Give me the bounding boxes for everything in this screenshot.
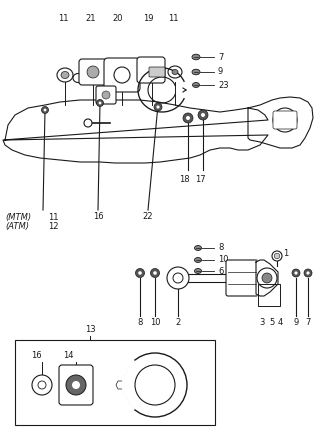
Circle shape <box>273 108 297 132</box>
Ellipse shape <box>195 269 202 273</box>
Circle shape <box>294 271 298 275</box>
Circle shape <box>153 271 157 275</box>
Text: (ATM): (ATM) <box>5 222 29 231</box>
Circle shape <box>274 253 280 259</box>
Text: 4: 4 <box>277 318 283 327</box>
Circle shape <box>87 66 99 78</box>
Text: 10: 10 <box>150 318 160 327</box>
Circle shape <box>154 103 162 111</box>
Circle shape <box>96 99 103 106</box>
Circle shape <box>138 271 142 275</box>
Polygon shape <box>3 100 268 163</box>
Text: 7: 7 <box>305 318 311 327</box>
Text: 11: 11 <box>48 213 59 222</box>
Circle shape <box>114 67 130 83</box>
Circle shape <box>84 119 92 127</box>
FancyBboxPatch shape <box>79 59 107 85</box>
Text: (MTM): (MTM) <box>5 213 31 222</box>
Text: 11: 11 <box>168 14 178 23</box>
Circle shape <box>272 251 282 261</box>
Circle shape <box>135 269 144 277</box>
Circle shape <box>262 273 272 283</box>
Text: 16: 16 <box>31 351 41 360</box>
Text: 13: 13 <box>85 325 95 334</box>
Circle shape <box>198 110 208 120</box>
Circle shape <box>167 267 189 289</box>
Ellipse shape <box>61 72 69 79</box>
Bar <box>258 284 280 306</box>
Ellipse shape <box>195 257 202 263</box>
Ellipse shape <box>195 246 202 250</box>
Bar <box>112 378 126 392</box>
Text: 22: 22 <box>143 212 153 221</box>
Ellipse shape <box>192 69 200 75</box>
FancyBboxPatch shape <box>137 57 165 83</box>
Text: 9: 9 <box>294 318 299 327</box>
FancyBboxPatch shape <box>59 365 93 405</box>
Circle shape <box>257 268 277 288</box>
Circle shape <box>123 353 187 417</box>
Text: 23: 23 <box>218 80 229 89</box>
FancyBboxPatch shape <box>149 67 165 77</box>
Text: 10: 10 <box>218 256 229 264</box>
Circle shape <box>72 381 80 389</box>
Text: 5: 5 <box>269 318 275 327</box>
Circle shape <box>102 91 110 99</box>
Circle shape <box>183 113 193 123</box>
Circle shape <box>99 102 101 105</box>
Text: 11: 11 <box>58 14 68 23</box>
Ellipse shape <box>168 66 182 78</box>
Circle shape <box>307 271 310 275</box>
Circle shape <box>186 116 190 120</box>
Circle shape <box>66 375 86 395</box>
Circle shape <box>32 375 52 395</box>
Ellipse shape <box>73 73 83 82</box>
Circle shape <box>201 113 205 117</box>
Bar <box>15 340 215 425</box>
Circle shape <box>135 365 175 405</box>
Text: 19: 19 <box>143 14 153 23</box>
Ellipse shape <box>192 54 200 60</box>
Text: 8: 8 <box>137 318 143 327</box>
Text: 9: 9 <box>218 68 223 76</box>
Text: 2: 2 <box>175 318 181 327</box>
Circle shape <box>44 108 46 112</box>
Ellipse shape <box>57 68 73 82</box>
Circle shape <box>173 273 183 283</box>
Ellipse shape <box>172 69 178 75</box>
Text: 6: 6 <box>218 266 223 276</box>
Text: 8: 8 <box>218 243 223 253</box>
Polygon shape <box>248 97 313 148</box>
Polygon shape <box>256 260 278 296</box>
Text: 17: 17 <box>195 175 205 184</box>
Text: 18: 18 <box>179 175 189 184</box>
Text: 14: 14 <box>63 351 73 360</box>
FancyBboxPatch shape <box>96 86 116 104</box>
FancyBboxPatch shape <box>226 260 258 296</box>
Text: 20: 20 <box>113 14 123 23</box>
Text: 3: 3 <box>259 318 265 327</box>
Circle shape <box>156 105 160 108</box>
Text: 7: 7 <box>218 53 223 62</box>
FancyBboxPatch shape <box>273 111 297 129</box>
Circle shape <box>150 269 160 277</box>
Polygon shape <box>116 381 122 389</box>
Text: 21: 21 <box>86 14 96 23</box>
Text: 12: 12 <box>48 222 59 231</box>
Ellipse shape <box>192 82 199 87</box>
Circle shape <box>42 106 49 114</box>
Text: 16: 16 <box>93 212 103 221</box>
FancyBboxPatch shape <box>104 58 140 92</box>
Circle shape <box>38 381 46 389</box>
Circle shape <box>304 269 312 277</box>
Circle shape <box>292 269 300 277</box>
Text: 1: 1 <box>283 250 288 259</box>
